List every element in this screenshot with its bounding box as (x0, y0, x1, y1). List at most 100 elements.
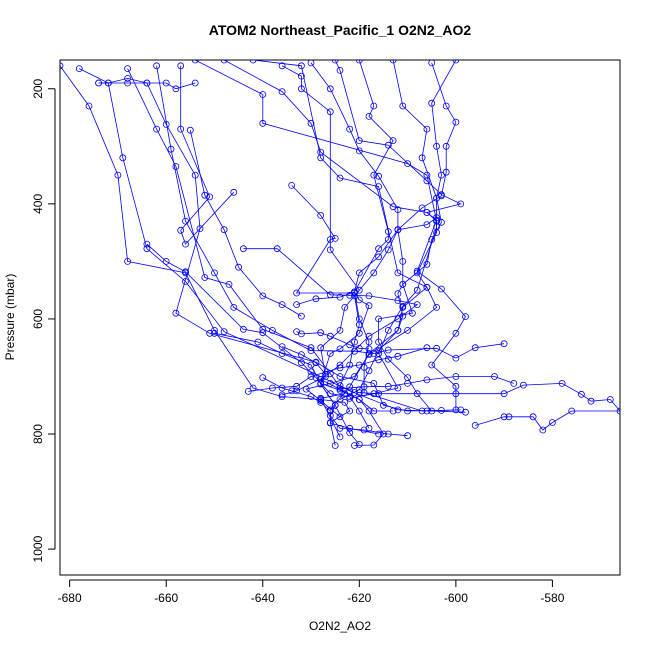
data-point (404, 407, 412, 415)
y-tick-label: 1000 (31, 535, 45, 562)
series-line (146, 243, 370, 429)
data-point (346, 393, 354, 401)
data-point (433, 214, 441, 222)
data-point (331, 234, 339, 242)
data-point (104, 79, 112, 87)
data-point (307, 373, 315, 380)
data-point (384, 326, 392, 334)
series-4 (124, 65, 349, 441)
data-point (433, 229, 441, 237)
data-point (423, 260, 431, 268)
data-point (75, 65, 83, 72)
data-point (60, 62, 64, 70)
series-line (310, 62, 433, 412)
data-point (322, 370, 329, 378)
data-point (365, 292, 373, 300)
data-point (365, 345, 373, 353)
data-point (351, 442, 358, 449)
data-point (326, 350, 334, 357)
data-point (355, 269, 363, 277)
data-point (351, 289, 358, 297)
data-point (394, 206, 402, 214)
data-point (346, 361, 354, 369)
plot-frame (59, 59, 621, 576)
data-point (317, 329, 325, 337)
data-point (423, 125, 431, 133)
data-point (384, 355, 392, 363)
data-point (341, 398, 349, 406)
data-point (336, 396, 344, 403)
data-point (375, 356, 383, 364)
data-point (384, 382, 392, 390)
data-point (244, 387, 252, 395)
data-point (326, 85, 334, 93)
data-point (326, 246, 334, 254)
series-25 (293, 328, 373, 353)
data-point (259, 329, 267, 337)
data-point (520, 381, 527, 389)
data-point (384, 430, 392, 438)
data-point (404, 326, 412, 334)
series-line (296, 60, 394, 305)
series-line (359, 382, 620, 431)
x-tick-label: -580 (540, 591, 564, 605)
data-point (355, 361, 363, 369)
data-point (153, 62, 161, 70)
series-line (329, 60, 457, 411)
data-point (370, 441, 378, 449)
data-point (124, 79, 131, 87)
data-point (394, 352, 402, 360)
data-point (462, 313, 469, 321)
data-point (578, 390, 585, 398)
data-point (370, 407, 378, 415)
data-point (331, 442, 339, 449)
data-point (529, 413, 537, 421)
data-point (346, 125, 354, 133)
data-point (191, 171, 199, 179)
data-point (297, 72, 305, 80)
x-tick-label: -620 (347, 591, 371, 605)
series-line (98, 82, 442, 412)
data-point (336, 293, 344, 301)
series-6 (177, 62, 238, 248)
data-point (307, 60, 315, 67)
data-point (399, 280, 407, 288)
data-point (196, 225, 204, 233)
data-point (326, 332, 334, 340)
data-point (124, 75, 131, 82)
data-point (428, 99, 436, 107)
data-point (423, 221, 431, 229)
data-point (293, 382, 301, 390)
plot-area (60, 60, 620, 449)
data-point (510, 379, 518, 387)
data-point (428, 361, 436, 369)
series-line (79, 68, 466, 413)
data-point (418, 407, 426, 415)
data-point (220, 328, 228, 336)
data-point (413, 301, 421, 309)
data-point (172, 309, 180, 317)
series-line (339, 376, 514, 389)
data-point (423, 376, 431, 384)
data-point (278, 391, 286, 399)
data-point (278, 393, 286, 401)
data-point (394, 297, 402, 304)
data-point (326, 390, 334, 398)
data-point (457, 406, 465, 414)
data-point (423, 283, 431, 291)
data-point (437, 171, 445, 179)
series-line (281, 65, 360, 396)
x-axis: -680 -660 -640 -620 -600 -580 (58, 579, 565, 605)
data-point (433, 194, 441, 202)
data-point (239, 245, 247, 253)
data-point (360, 426, 368, 434)
data-point (346, 424, 354, 432)
data-point (249, 60, 257, 64)
data-point (375, 347, 383, 355)
data-point (375, 430, 383, 438)
series-line (195, 60, 438, 399)
x-tick-label: -660 (154, 591, 178, 605)
data-point (278, 343, 286, 351)
data-point (365, 424, 373, 432)
